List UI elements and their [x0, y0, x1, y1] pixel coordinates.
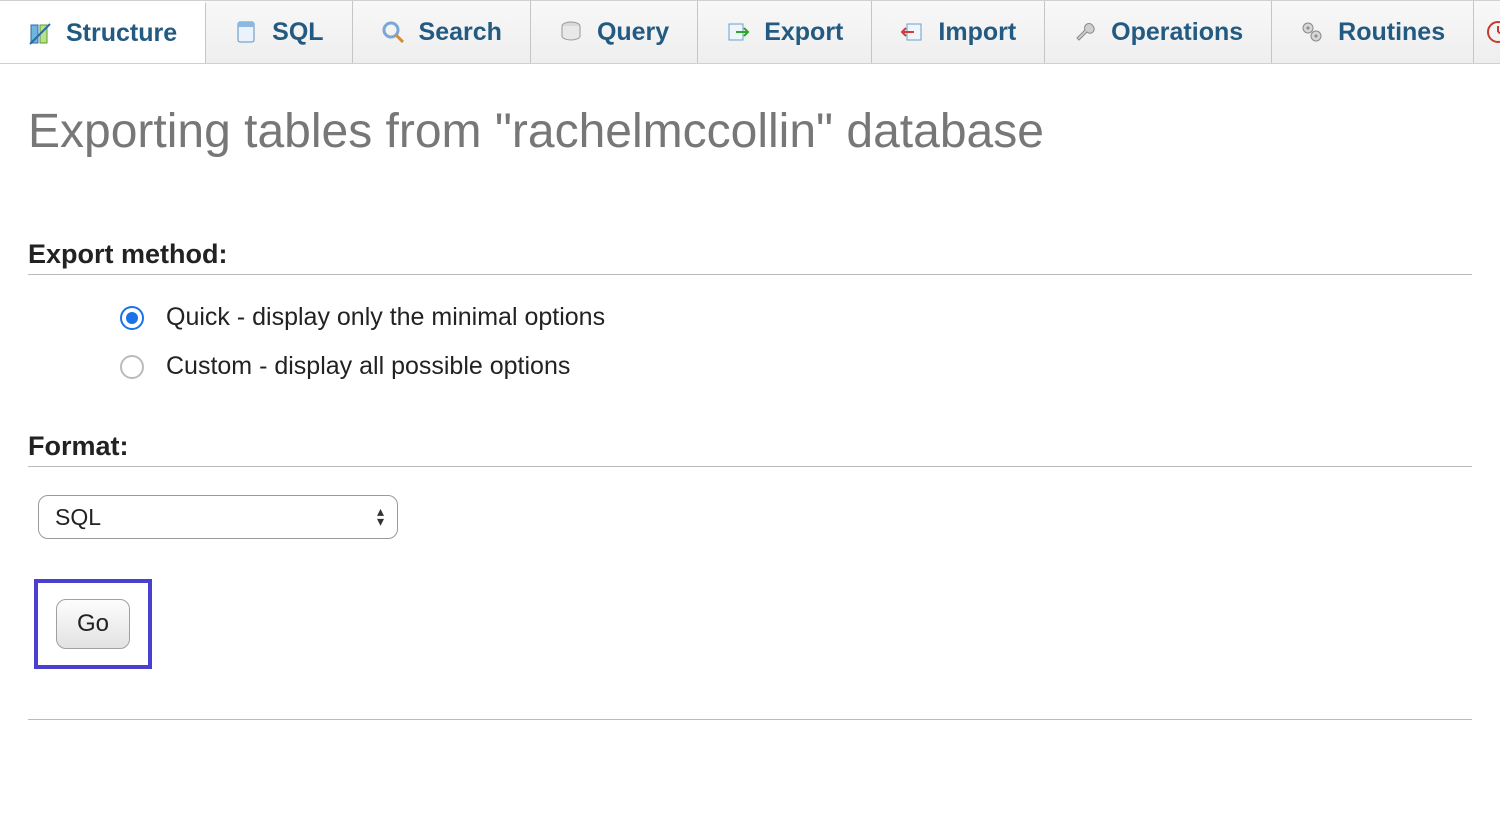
tab-label: Query: [597, 18, 669, 47]
export-method-heading: Export method:: [28, 239, 1472, 275]
bottom-divider: [28, 719, 1472, 720]
tab-label: Search: [419, 18, 502, 47]
export-method-options: Quick - display only the minimal options…: [28, 303, 1472, 381]
export-icon: [726, 20, 750, 44]
tab-label: Export: [764, 18, 843, 47]
radio-label: Custom - display all possible options: [166, 352, 570, 381]
go-button[interactable]: Go: [56, 599, 130, 649]
search-icon: [381, 20, 405, 44]
query-icon: [559, 20, 583, 44]
tab-label: SQL: [272, 18, 323, 47]
tab-search[interactable]: Search: [353, 1, 531, 63]
format-heading: Format:: [28, 431, 1472, 467]
tab-sql[interactable]: SQL: [206, 1, 352, 63]
export-method-custom[interactable]: Custom - display all possible options: [120, 352, 1472, 381]
radio-icon: [120, 355, 144, 379]
radio-icon: [120, 306, 144, 330]
format-select[interactable]: SQL: [38, 495, 398, 539]
go-button-highlight: Go: [34, 579, 152, 669]
sql-icon: [234, 20, 258, 44]
clock-icon: [1486, 20, 1500, 44]
page-content: Exporting tables from "rachelmccollin" d…: [0, 64, 1500, 740]
tab-routines[interactable]: Routines: [1272, 1, 1474, 63]
tab-query[interactable]: Query: [531, 1, 698, 63]
export-method-quick[interactable]: Quick - display only the minimal options: [120, 303, 1472, 332]
operations-icon: [1073, 20, 1097, 44]
import-icon: [900, 20, 924, 44]
routines-icon: [1300, 20, 1324, 44]
tab-label: Routines: [1338, 18, 1445, 47]
tab-structure[interactable]: Structure: [0, 1, 206, 63]
tab-label: Structure: [66, 19, 177, 48]
tab-label: Operations: [1111, 18, 1243, 47]
radio-label: Quick - display only the minimal options: [166, 303, 605, 332]
tab-label: Import: [938, 18, 1016, 47]
tab-more[interactable]: [1474, 1, 1500, 63]
tab-operations[interactable]: Operations: [1045, 1, 1272, 63]
top-tabs: Structure SQL Search Query Export Import: [0, 0, 1500, 64]
tab-import[interactable]: Import: [872, 1, 1045, 63]
tab-export[interactable]: Export: [698, 1, 872, 63]
page-title: Exporting tables from "rachelmccollin" d…: [28, 104, 1472, 159]
format-select-wrap: SQL ▴▾: [38, 495, 1472, 539]
structure-icon: [28, 22, 52, 46]
